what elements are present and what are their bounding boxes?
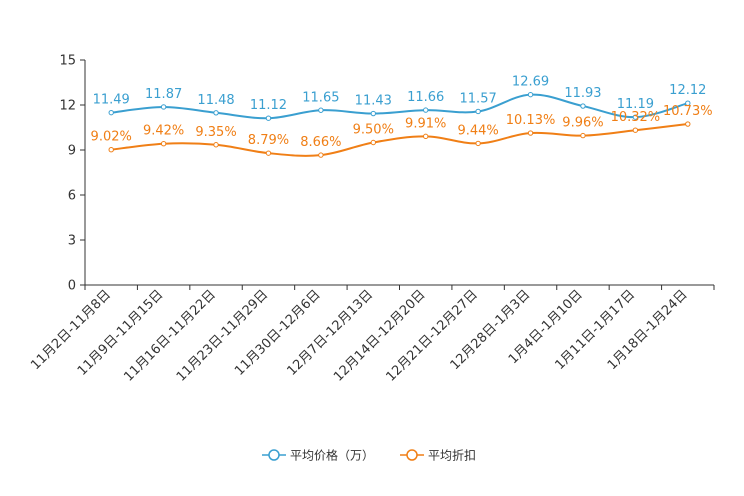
x-tick-label: 12月21日-12月27日 xyxy=(383,287,480,384)
data-point xyxy=(160,104,167,110)
data-label: 11.48 xyxy=(197,93,234,108)
data-point xyxy=(475,140,481,147)
data-point xyxy=(632,127,639,133)
data-point xyxy=(580,132,586,139)
legend-label: 平均价格（万） xyxy=(290,448,374,463)
data-point xyxy=(370,110,376,117)
data-point xyxy=(213,142,219,148)
data-label: 9.96% xyxy=(562,116,603,131)
series-line-0 xyxy=(111,93,689,120)
legend-label: 平均折扣 xyxy=(428,448,476,463)
data-point xyxy=(370,139,376,146)
legend-marker-icon xyxy=(268,449,280,461)
data-label: 9.35% xyxy=(195,125,236,140)
data-label: 11.93 xyxy=(564,86,601,101)
data-label: 9.50% xyxy=(353,123,394,138)
y-tick-label: 9 xyxy=(68,144,76,159)
data-label: 11.57 xyxy=(460,91,497,106)
x-tick-label: 11月23日-11月29日 xyxy=(174,287,271,384)
y-tick-label: 3 xyxy=(68,234,76,249)
data-label: 12.12 xyxy=(669,83,706,98)
data-label: 11.65 xyxy=(302,90,339,105)
data-label: 9.44% xyxy=(457,123,498,138)
data-label: 11.43 xyxy=(355,94,392,109)
y-tick-label: 6 xyxy=(68,189,76,204)
x-tick-label: 11月16日-11月22日 xyxy=(121,287,218,384)
series-line-1 xyxy=(111,123,688,157)
data-point xyxy=(160,141,167,147)
data-label: 9.02% xyxy=(91,130,132,145)
data-point xyxy=(685,100,691,106)
data-label: 8.66% xyxy=(300,135,341,150)
data-point xyxy=(108,109,114,116)
data-point xyxy=(632,114,639,120)
x-tick-label: 12月14日-12月20日 xyxy=(331,287,428,384)
y-tick-label: 0 xyxy=(68,279,76,294)
data-label: 10.13% xyxy=(506,113,556,128)
data-point xyxy=(318,107,324,113)
data-label: 11.66 xyxy=(407,90,444,105)
data-point xyxy=(318,152,324,158)
data-point xyxy=(213,110,219,116)
data-label: 9.91% xyxy=(405,116,446,131)
data-label: 10.73% xyxy=(663,104,713,119)
data-label: 9.42% xyxy=(143,124,184,139)
data-label: 11.49 xyxy=(93,93,130,108)
data-point xyxy=(527,91,534,98)
legend-marker-icon xyxy=(406,449,418,461)
data-label: 10.32% xyxy=(611,110,661,125)
data-label: 11.12 xyxy=(250,98,287,113)
data-point xyxy=(475,108,481,115)
legend-item: 平均价格（万） xyxy=(262,448,374,463)
data-label: 8.79% xyxy=(248,133,289,148)
data-point xyxy=(265,115,272,121)
data-label: 11.19 xyxy=(617,97,654,112)
data-point xyxy=(580,103,586,109)
data-label: 12.69 xyxy=(512,75,549,90)
data-label: 11.87 xyxy=(145,87,182,102)
data-point xyxy=(108,147,114,153)
data-point xyxy=(527,130,534,136)
legend-item: 平均折扣 xyxy=(400,448,476,463)
data-point xyxy=(423,107,429,113)
data-point xyxy=(685,121,691,127)
data-point xyxy=(265,150,272,156)
data-point xyxy=(423,133,429,140)
y-tick-label: 12 xyxy=(59,99,76,114)
y-tick-label: 15 xyxy=(59,54,76,69)
